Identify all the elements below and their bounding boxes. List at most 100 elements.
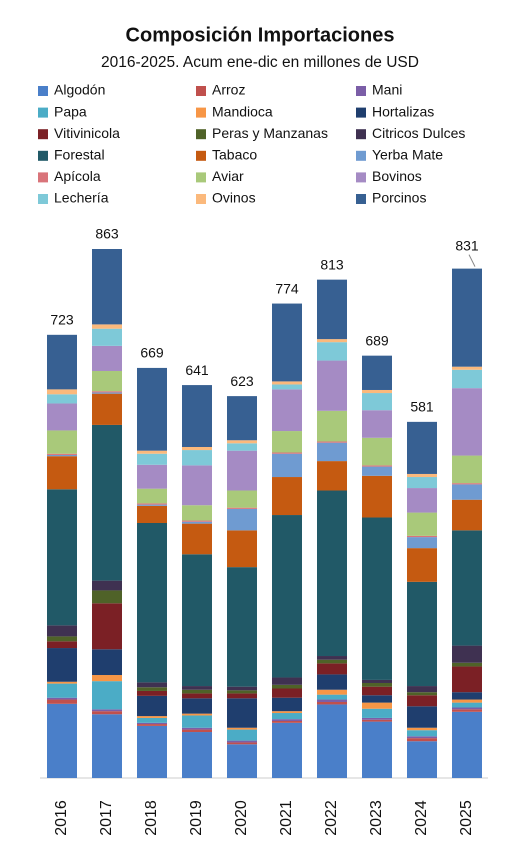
bar-segment	[407, 581, 437, 687]
legend-swatch	[356, 150, 366, 161]
legend-swatch	[356, 86, 366, 96]
legend-swatch	[38, 129, 48, 140]
legend-swatch	[356, 107, 366, 118]
legend-label: Bovinos	[372, 168, 422, 184]
bar-segment	[317, 694, 347, 700]
legend-label: Peras y Manzanas	[212, 125, 328, 141]
bar-segment	[452, 692, 482, 700]
bar-segment	[362, 389, 392, 394]
bar-segment	[362, 679, 392, 683]
bar-segment	[407, 477, 437, 489]
bar-segment	[317, 410, 347, 442]
bar-segment	[272, 384, 302, 390]
bar-segment	[452, 388, 482, 456]
bar-segment	[317, 699, 347, 702]
bar-segment	[47, 489, 77, 626]
bar-segment	[452, 455, 482, 484]
bar-segment	[182, 693, 212, 699]
bar-segment	[92, 324, 122, 329]
bar-segment	[47, 389, 77, 395]
total-label: 641	[185, 362, 209, 378]
bar-segment	[407, 736, 437, 739]
bar-segment	[272, 688, 302, 698]
bar-segment	[182, 713, 212, 716]
bar-segment	[47, 454, 77, 457]
bar-segment	[407, 512, 437, 536]
bar-segment	[362, 466, 392, 476]
legend-label: Papa	[54, 103, 87, 119]
legend-label: Apícola	[54, 168, 101, 184]
bar-segment	[137, 690, 167, 696]
total-label: 669	[140, 345, 164, 361]
bar-segment	[452, 699, 482, 703]
bar-segment	[92, 590, 122, 604]
bar-segment	[362, 719, 392, 722]
bar-segment	[452, 662, 482, 667]
bar-segment	[272, 515, 302, 678]
bar-segment	[272, 381, 302, 385]
bar-segment	[452, 530, 482, 646]
bar-segment	[182, 385, 212, 447]
bar-segment	[182, 505, 212, 521]
x-tick-label: 2021	[278, 800, 295, 836]
bar-segment	[92, 580, 122, 591]
legend-label: Tabaco	[212, 147, 257, 163]
bar-segment	[362, 721, 392, 778]
bar-segment	[182, 689, 212, 694]
bar-segment	[452, 484, 482, 500]
bar-segment	[182, 727, 212, 730]
bar-segment	[182, 450, 212, 466]
x-tick-label: 2017	[98, 800, 115, 836]
x-tick-label: 2016	[53, 800, 70, 836]
bar-segment	[137, 453, 167, 465]
total-label: 813	[320, 256, 344, 272]
bar-segment	[182, 698, 212, 714]
legend-label: Citricos Dulces	[372, 125, 465, 141]
bar-segment	[137, 695, 167, 717]
bar-segment	[317, 674, 347, 690]
bar-segment	[137, 504, 167, 506]
bar-segment	[272, 713, 302, 720]
bar-segment	[227, 729, 257, 741]
bar-segment	[92, 714, 122, 778]
bar-segment	[452, 499, 482, 531]
bar-segment	[407, 692, 437, 696]
bar-segment	[137, 505, 167, 524]
bar-segment	[47, 403, 77, 431]
legend-label: Arroz	[212, 82, 245, 98]
bar-segment	[227, 744, 257, 778]
bar-segment	[47, 703, 77, 778]
bar-segment	[407, 488, 437, 513]
bar-segment	[227, 443, 257, 451]
legend-label: Ovinos	[212, 190, 256, 206]
bar-segment	[272, 719, 302, 721]
bar-segment	[317, 442, 347, 462]
legend-label: Mandioca	[212, 103, 273, 119]
bar-segment	[407, 537, 437, 549]
bar-segment	[272, 477, 302, 516]
bar-segment	[407, 695, 437, 707]
bar-segment	[227, 450, 257, 491]
legend-swatch	[196, 172, 206, 183]
bar-segment	[272, 697, 302, 712]
bar-segment	[47, 334, 77, 390]
bar-segment	[137, 367, 167, 451]
bar-segment	[92, 249, 122, 325]
bar-segment	[407, 535, 437, 538]
bar-segment	[452, 666, 482, 693]
bar-segment	[137, 717, 167, 723]
bar-segment	[317, 441, 347, 443]
legend-swatch	[38, 86, 48, 96]
bar-segment	[137, 722, 167, 725]
bar-segment	[362, 708, 392, 718]
x-tick-label: 2022	[323, 800, 340, 836]
bar-segment	[317, 656, 347, 660]
bar-segment	[47, 394, 77, 404]
bar-segment	[92, 709, 122, 712]
legend-swatch	[38, 172, 48, 183]
bar-segment	[137, 503, 167, 505]
bar-segment	[137, 450, 167, 454]
bar-segment	[227, 490, 257, 508]
bar-segment	[92, 391, 122, 393]
